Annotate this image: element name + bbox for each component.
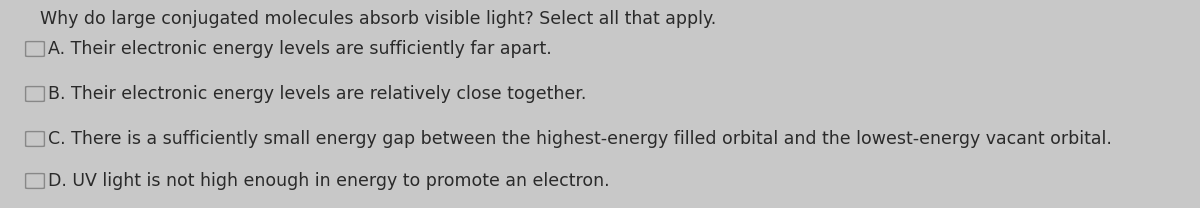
FancyBboxPatch shape	[25, 87, 44, 102]
Text: A. Their electronic energy levels are sufficiently far apart.: A. Their electronic energy levels are su…	[48, 40, 552, 58]
FancyBboxPatch shape	[25, 42, 44, 56]
Text: C. There is a sufficiently small energy gap between the highest-energy filled or: C. There is a sufficiently small energy …	[48, 130, 1112, 148]
Text: D. UV light is not high enough in energy to promote an electron.: D. UV light is not high enough in energy…	[48, 172, 610, 190]
Text: Why do large conjugated molecules absorb visible light? Select all that apply.: Why do large conjugated molecules absorb…	[40, 10, 716, 28]
FancyBboxPatch shape	[25, 132, 44, 146]
FancyBboxPatch shape	[25, 174, 44, 188]
Text: B. Their electronic energy levels are relatively close together.: B. Their electronic energy levels are re…	[48, 85, 587, 103]
